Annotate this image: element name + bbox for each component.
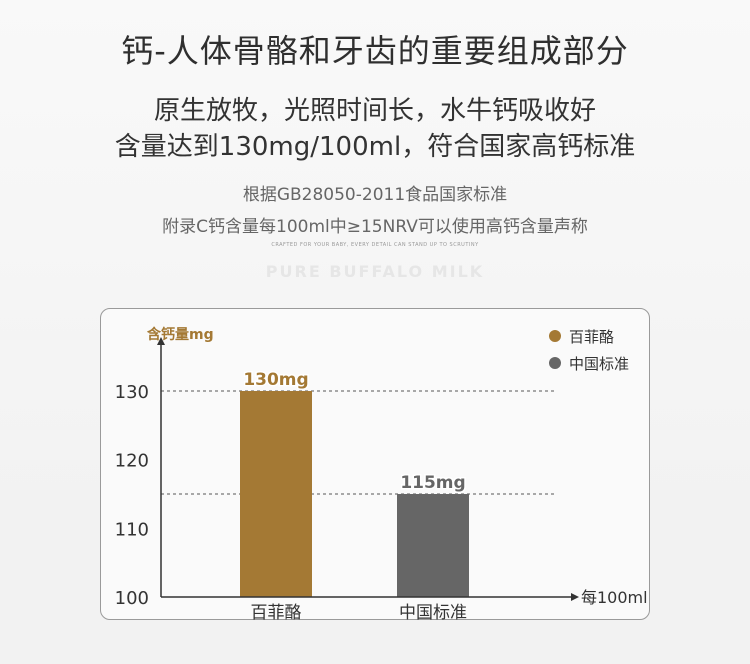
standard-note-line-1: 根据GB28050-2011食品国家标准: [242, 185, 508, 205]
legend-swatch-0: [549, 330, 561, 342]
calcium-bar-chart: 100 110 120 130 130mg 百菲酪 115mg 中国标准 含钙量mg 每100ml…: [115, 326, 648, 621]
y-axis-arrow: [157, 337, 165, 345]
value-label-0: 130mg: [243, 370, 308, 390]
category-label-0: 百菲酪: [251, 603, 302, 621]
subtitle-line-1: 原生放牧，光照时间长，水牛钙吸收好: [153, 96, 596, 126]
x-axis-label: 每100ml: [581, 588, 648, 607]
legend-label-0: 百菲酪: [569, 328, 614, 346]
y-tick-label-3: 130: [115, 382, 149, 403]
page-title: 钙-人体骨骼和牙齿的重要组成部分: [121, 32, 629, 70]
legend-swatch-1: [549, 357, 561, 369]
y-tick-label-1: 110: [115, 519, 149, 540]
legend-label-1: 中国标准: [569, 355, 629, 373]
subtitle-line-2: 含量达到130mg/100ml，符合国家高钙标准: [114, 132, 636, 162]
standard-note-line-2: 附录C钙含量每100ml中≥15NRV可以使用高钙含量声称: [162, 217, 588, 237]
bar-1: [397, 494, 469, 597]
x-axis-arrow: [571, 593, 579, 601]
y-tick-label-0: 100: [115, 588, 149, 609]
y-axis-label: 含钙量mg: [147, 326, 214, 343]
crafted-tagline: CRAFTED FOR YOUR BABY, EVERY DETAIL CAN …: [271, 242, 479, 248]
category-label-1: 中国标准: [399, 603, 467, 621]
brand-watermark: PURE BUFFALO MILK: [265, 262, 485, 281]
value-label-1: 115mg: [400, 473, 465, 493]
y-tick-label-2: 120: [115, 451, 149, 472]
chart-panel: 100 110 120 130 130mg 百菲酪 115mg 中国标准 含钙量mg 每100ml…: [100, 308, 650, 621]
bar-0: [240, 391, 312, 597]
